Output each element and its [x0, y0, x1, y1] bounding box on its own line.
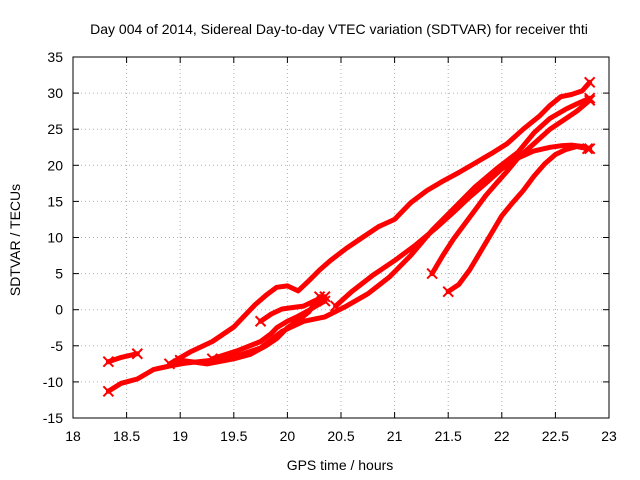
- grid: [73, 57, 609, 418]
- series-endpoint-marker: [319, 290, 331, 303]
- series-endpoint-marker: [102, 385, 115, 397]
- y-tick-label: -15: [43, 410, 63, 426]
- series-track-1: [105, 351, 140, 365]
- series-endpoint-marker: [426, 267, 438, 280]
- x-tick-label: 23: [601, 428, 617, 444]
- y-tick-label: 5: [55, 266, 63, 282]
- series-endpoint-marker: [102, 355, 115, 368]
- x-tick-label: 21.5: [435, 428, 462, 444]
- axis-ticks: 18 18.5 19 19.5 20 20.5 21 21.5 22 22.5 23 -15 -10 -5…: [43, 49, 617, 444]
- chart-title: Day 004 of 2014, Sidereal Day-to-day VTE…: [90, 21, 588, 37]
- series-track-5: [209, 298, 328, 362]
- y-tick-label: 10: [47, 230, 63, 246]
- series-endpoint-marker: [163, 358, 176, 370]
- series-endpoint-marker: [583, 94, 596, 107]
- x-tick-label: 20.5: [327, 428, 354, 444]
- series-track-7: [333, 97, 593, 309]
- y-tick-label: 15: [47, 193, 63, 209]
- series-endpoint-marker: [131, 348, 144, 360]
- data-series: [102, 76, 596, 397]
- y-tick-label: 20: [47, 157, 63, 173]
- y-tick-label: 35: [47, 49, 63, 65]
- series-track-9: [445, 144, 591, 295]
- series-endpoint-marker: [581, 142, 594, 155]
- series-endpoint-marker: [442, 285, 454, 298]
- y-tick-label: 30: [47, 85, 63, 101]
- series-endpoint-marker: [329, 300, 342, 312]
- series-track-3: [167, 79, 593, 367]
- series-track-8: [429, 142, 593, 277]
- x-axis-title: GPS time / hours: [287, 457, 394, 473]
- y-tick-label: -10: [43, 374, 63, 390]
- series-endpoint-marker: [254, 315, 267, 327]
- y-tick-label: 25: [47, 121, 63, 137]
- y-axis-title: SDTVAR / TECUs: [7, 184, 23, 296]
- x-tick-label: 22: [494, 428, 510, 444]
- series-track-6: [258, 294, 328, 324]
- x-tick-label: 19.5: [220, 428, 247, 444]
- x-tick-label: 20: [280, 428, 296, 444]
- series-endpoint-marker: [583, 76, 596, 88]
- y-tick-label: -5: [51, 338, 64, 354]
- x-tick-label: 18.5: [113, 428, 140, 444]
- series-endpoint-marker: [174, 354, 186, 366]
- x-tick-label: 21: [387, 428, 403, 444]
- series-endpoint-marker: [206, 353, 219, 365]
- y-tick-label: 0: [55, 302, 63, 318]
- x-tick-label: 18: [65, 428, 81, 444]
- x-tick-label: 19: [172, 428, 188, 444]
- x-tick-label: 22.5: [542, 428, 569, 444]
- series-track-4: [177, 294, 323, 367]
